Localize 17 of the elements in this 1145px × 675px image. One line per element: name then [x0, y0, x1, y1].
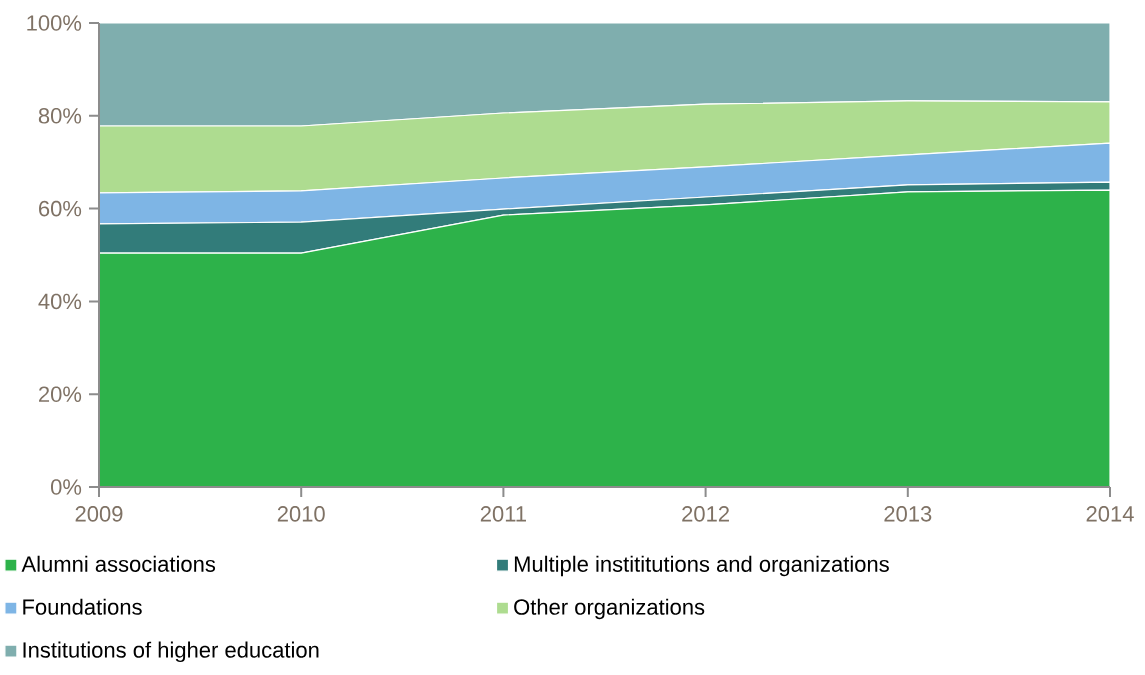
x-tick-label: 2009 [75, 506, 123, 522]
x-tick-label: 2013 [884, 506, 932, 522]
x-tick-label: 2012 [682, 506, 729, 522]
legend-label: Alumni associations [21, 555, 216, 572]
legend-label: Other organizations [514, 598, 705, 620]
y-tick-label: 60% [39, 200, 82, 217]
y-tick-label: 80% [38, 108, 82, 124]
x-tick-label: 2014 [1086, 506, 1134, 522]
y-tick-label: 100% [27, 15, 82, 31]
legend-label: Multiple instititutions and organizations [514, 555, 889, 577]
x-tick-label: 2010 [277, 506, 325, 522]
legend-label: Foundations [23, 598, 142, 615]
legend-label: Institutions of higher education [23, 641, 319, 663]
y-tick-label: 40% [38, 293, 82, 310]
y-tick-label: 0% [50, 479, 82, 495]
y-tick-label: 20% [39, 386, 82, 402]
x-tick-label: 2011 [480, 506, 526, 522]
